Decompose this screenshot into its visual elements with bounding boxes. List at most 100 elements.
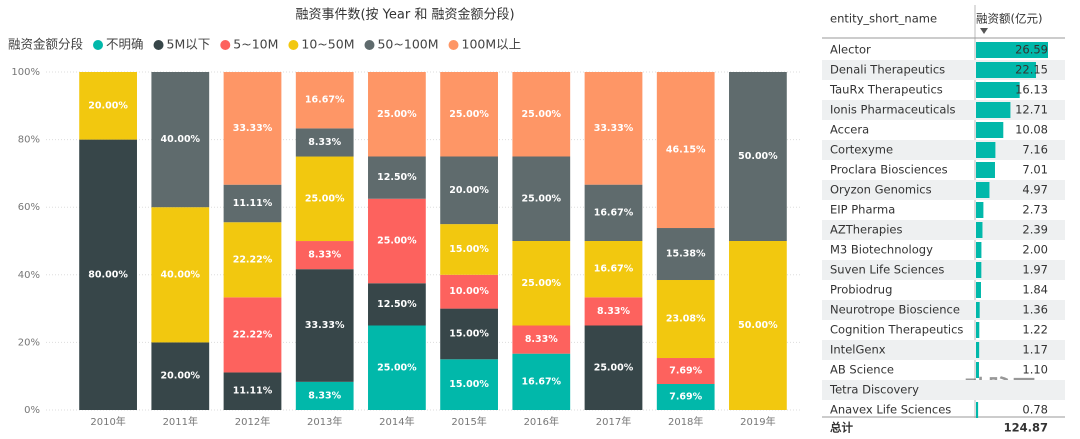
column-header[interactable]: 融资额(亿元) — [976, 12, 1042, 26]
bar-segment[interactable] — [584, 72, 643, 185]
row-name[interactable]: Denali Therapeutics — [830, 63, 945, 77]
bar-segment[interactable] — [79, 72, 137, 140]
data-label: 10.00% — [449, 286, 489, 297]
bar-segment[interactable] — [368, 325, 426, 411]
data-label: 8.33% — [525, 334, 558, 345]
bar-segment[interactable] — [440, 359, 498, 410]
bar-segment[interactable] — [223, 372, 282, 410]
bar-segment[interactable] — [151, 207, 210, 343]
sort-indicator[interactable] — [980, 28, 988, 34]
legend-marker — [220, 40, 231, 50]
data-bar — [976, 202, 984, 218]
bar-segment[interactable] — [295, 156, 354, 242]
data-label: 22.22% — [233, 254, 273, 265]
bar-segment[interactable] — [223, 222, 282, 298]
row-value: 1.97 — [1022, 263, 1048, 277]
bar-segment[interactable] — [223, 184, 282, 223]
x-tick-label: 2015年 — [451, 415, 486, 428]
total-label: 总计 — [830, 421, 853, 435]
bar-segment[interactable] — [440, 72, 498, 157]
bar-segment[interactable] — [440, 224, 498, 275]
x-tick-label: 2014年 — [379, 415, 414, 428]
bar-segment[interactable] — [584, 297, 643, 326]
bar-segment[interactable] — [295, 241, 354, 270]
bar-segment[interactable] — [512, 241, 571, 326]
bar-segment[interactable] — [368, 156, 426, 199]
bar-segment[interactable] — [512, 353, 571, 410]
row-name[interactable]: Accera — [830, 123, 869, 137]
row-name[interactable]: TauRx Therapeutics — [829, 83, 943, 97]
row-name[interactable]: M3 Biotechnology — [830, 243, 933, 257]
bar-segment[interactable] — [656, 72, 715, 229]
y-tick-label: 0% — [24, 405, 40, 416]
row-name[interactable]: Ionis Pharmaceuticals — [830, 103, 956, 117]
bar-segment[interactable] — [656, 358, 715, 385]
data-label: 16.67% — [305, 95, 345, 106]
bar-segment[interactable] — [368, 198, 426, 284]
data-label: 11.11% — [233, 386, 273, 397]
y-tick-label: 60% — [18, 202, 40, 213]
bar-segment[interactable] — [512, 325, 571, 354]
row-name[interactable]: Probiodrug — [830, 283, 892, 297]
bar-segment[interactable] — [151, 72, 210, 208]
bar-segment[interactable] — [512, 156, 571, 242]
bar-segment[interactable] — [440, 274, 498, 309]
bar-segment[interactable] — [440, 308, 498, 360]
row-name[interactable]: Cortexyme — [830, 143, 893, 157]
bar-segment[interactable] — [512, 72, 571, 157]
bar-segment[interactable] — [656, 280, 715, 359]
bar-segment[interactable] — [656, 228, 715, 281]
bar-segment[interactable] — [295, 72, 354, 129]
bar-segment[interactable] — [223, 297, 282, 373]
bar-segment[interactable] — [295, 269, 354, 382]
data-label: 20.00% — [161, 371, 201, 382]
bar-segment[interactable] — [584, 184, 643, 241]
legend-entry[interactable]: 100M以上 — [462, 37, 522, 52]
bar-segment[interactable] — [295, 381, 354, 410]
data-bar — [976, 62, 1036, 78]
bar-segment[interactable] — [79, 139, 137, 410]
legend-entry[interactable]: 10~50M — [301, 37, 354, 52]
row-name[interactable]: IntelGenx — [830, 343, 886, 357]
data-label: 25.00% — [377, 362, 417, 373]
data-label: 15.00% — [449, 328, 489, 339]
row-name[interactable]: Tetra Discovery — [829, 383, 919, 397]
bar-segment[interactable] — [729, 72, 787, 241]
row-value: 7.16 — [1022, 143, 1048, 157]
row-name[interactable]: Oryzon Genomics — [830, 183, 932, 197]
row-background — [822, 180, 1065, 200]
row-name[interactable]: Suven Life Sciences — [830, 263, 944, 277]
row-name[interactable]: Neurotrope Bioscience — [830, 303, 960, 317]
legend-entry[interactable]: 5M以下 — [167, 37, 211, 52]
bar-segment[interactable] — [584, 325, 643, 411]
bar-segment[interactable] — [584, 241, 643, 298]
row-value: 16.13 — [1015, 83, 1048, 97]
bar-segment[interactable] — [295, 128, 354, 157]
bar-segment[interactable] — [368, 283, 426, 326]
row-background — [822, 380, 1065, 400]
data-bar — [976, 242, 982, 258]
row-value: 1.84 — [1022, 283, 1048, 297]
legend-entry[interactable]: 50~100M — [377, 37, 438, 52]
legend-entry[interactable]: 5~10M — [233, 37, 278, 52]
row-background — [822, 140, 1065, 160]
column-header[interactable]: entity_short_name — [830, 12, 937, 26]
row-name[interactable]: AB Science — [830, 363, 894, 377]
data-label: 80.00% — [88, 269, 128, 280]
row-name[interactable]: Proclara Biosciences — [830, 163, 948, 177]
bar-segment[interactable] — [223, 72, 282, 185]
bar-segment[interactable] — [656, 384, 715, 410]
row-name[interactable]: Anavex Life Sciences — [830, 403, 951, 417]
row-name[interactable]: AZTherapies — [830, 223, 902, 237]
bar-segment[interactable] — [440, 156, 498, 225]
bar-segment[interactable] — [729, 241, 787, 410]
bar-segment[interactable] — [151, 342, 210, 410]
data-label: 50.00% — [738, 320, 778, 331]
row-name[interactable]: Alector — [830, 43, 871, 57]
legend-entry[interactable]: 不明确 — [106, 37, 144, 52]
bar-segment[interactable] — [368, 72, 426, 157]
row-name[interactable]: EIP Pharma — [830, 203, 895, 217]
row-name[interactable]: Cognition Therapeutics — [830, 323, 963, 337]
data-label: 16.67% — [594, 207, 634, 218]
